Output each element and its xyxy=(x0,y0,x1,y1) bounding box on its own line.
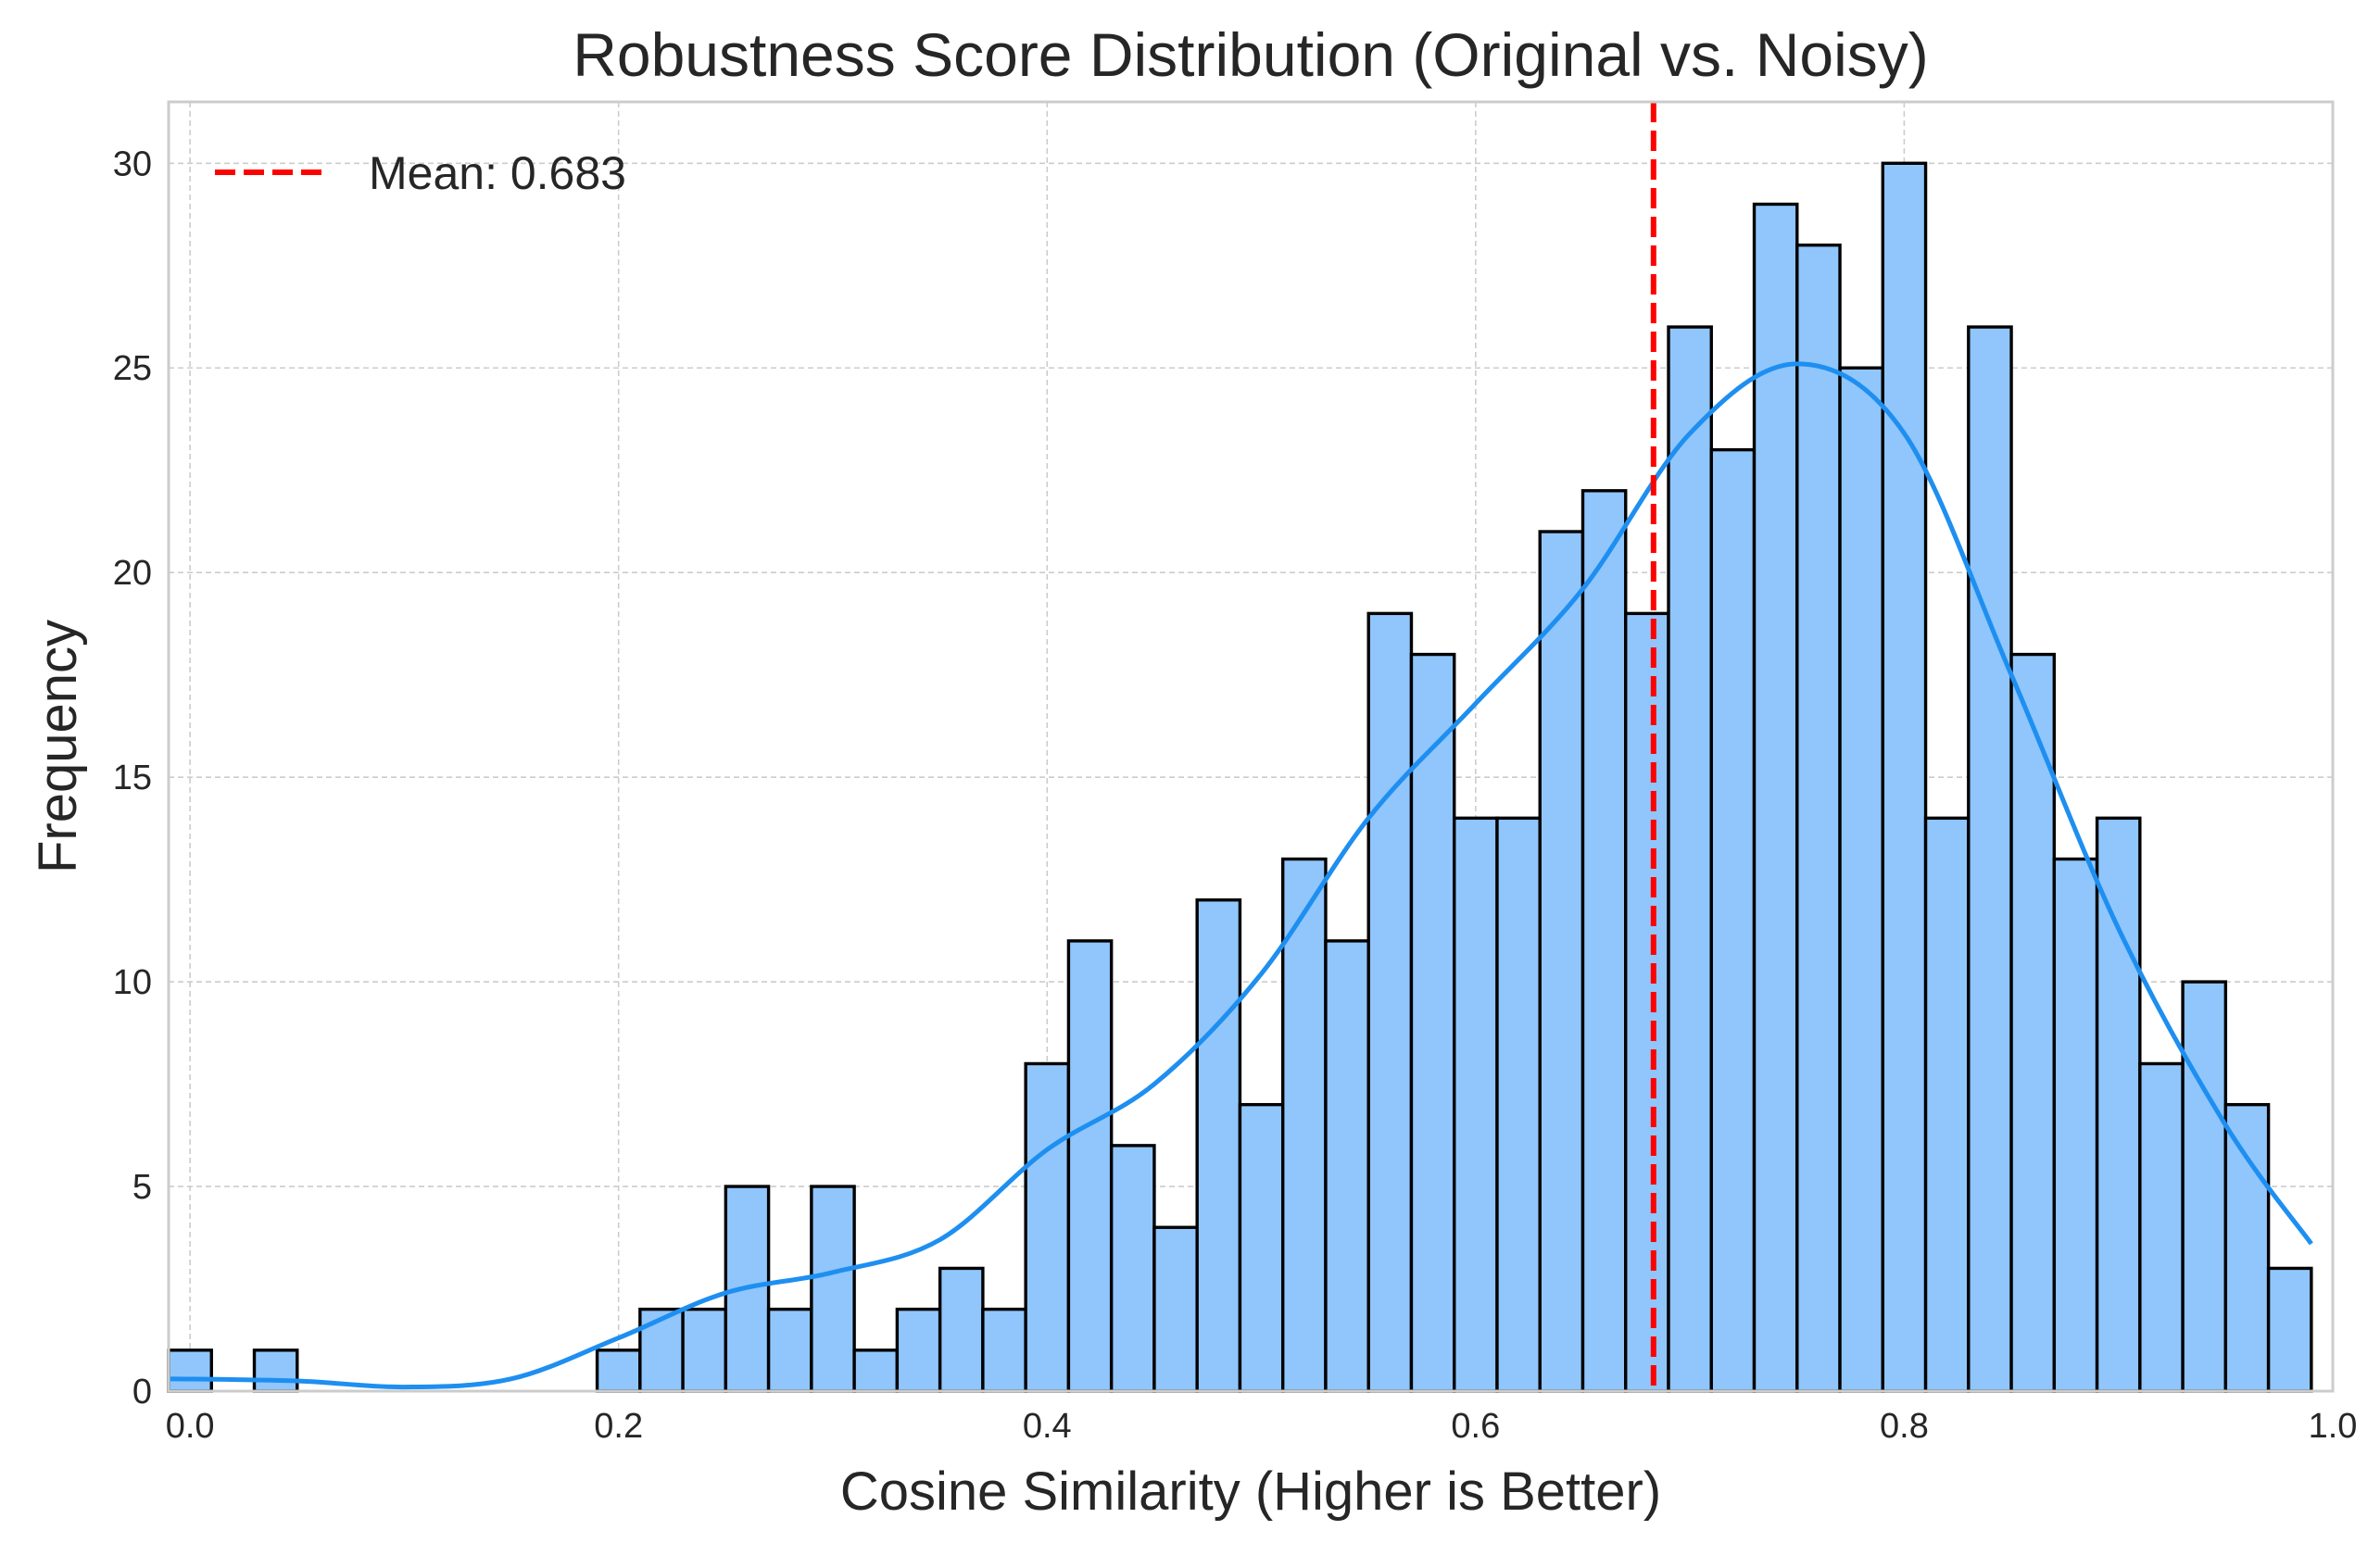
y-tick-label: 0 xyxy=(132,1373,152,1411)
histogram-bar xyxy=(1195,898,1242,1393)
y-tick-label: 25 xyxy=(113,349,152,388)
histogram-bar xyxy=(1923,816,1971,1393)
x-tick-label: 0.0 xyxy=(166,1407,215,1446)
histogram-bar xyxy=(1795,243,1842,1393)
histogram-bar xyxy=(938,1266,985,1393)
histogram-bar xyxy=(1838,366,1884,1393)
histogram-bar xyxy=(1152,1225,1199,1393)
y-axis-label: Frequency xyxy=(28,620,88,873)
histogram-bar xyxy=(1538,530,1585,1393)
y-tick-label: 10 xyxy=(113,963,152,1002)
histogram-bar xyxy=(1324,939,1370,1393)
y-tick-label: 20 xyxy=(113,554,152,593)
histogram-bar xyxy=(1453,816,1499,1393)
histogram-bar xyxy=(167,1349,213,1393)
y-tick-labels: 0 5 10 15 20 25 30 xyxy=(113,144,152,1411)
legend: Mean: 0.683 xyxy=(215,147,626,199)
histogram-bar xyxy=(1752,202,1799,1393)
histogram-bar xyxy=(1967,325,2013,1393)
x-tick-label: 0.6 xyxy=(1451,1407,1500,1446)
bars-layer xyxy=(167,161,2313,1393)
chart-title: Robustness Score Distribution (Original … xyxy=(573,20,1929,89)
x-tick-label: 0.8 xyxy=(1880,1407,1929,1446)
histogram-bar xyxy=(2266,1266,2313,1393)
histogram-bar xyxy=(895,1307,942,1393)
kde-layer xyxy=(168,361,2313,1390)
histogram-bar xyxy=(595,1349,642,1393)
histogram-bar xyxy=(852,1349,900,1393)
histogram-bar xyxy=(2181,980,2228,1393)
histogram-bar xyxy=(1238,1102,1285,1393)
y-tick-label: 30 xyxy=(113,144,152,183)
histogram-bar xyxy=(1066,939,1114,1393)
y-tick-label: 5 xyxy=(132,1168,152,1207)
histogram-bar xyxy=(1667,325,1713,1393)
x-tick-label: 0.2 xyxy=(594,1407,643,1446)
histogram-bar xyxy=(681,1307,728,1393)
histogram-bar xyxy=(1624,611,1670,1393)
x-tick-labels: 0.0 0.2 0.4 0.6 0.8 1.0 xyxy=(166,1407,2358,1446)
kde-curve xyxy=(168,361,2313,1390)
histogram-bar xyxy=(2009,652,2057,1393)
histogram-bar xyxy=(2138,1061,2185,1393)
histogram-bar xyxy=(1580,489,1628,1393)
plot-frame xyxy=(167,100,2335,1393)
histogram-bar xyxy=(1280,857,1328,1393)
histogram-bar xyxy=(1495,816,1542,1393)
x-tick-label: 0.4 xyxy=(1023,1407,1072,1446)
histogram-bar xyxy=(2052,857,2099,1393)
histogram-bar xyxy=(766,1307,813,1393)
y-tick-label: 15 xyxy=(113,759,152,797)
x-axis-label: Cosine Similarity (Higher is Better) xyxy=(840,1461,1661,1522)
histogram-bar xyxy=(252,1349,299,1393)
histogram-bar xyxy=(2223,1102,2271,1393)
histogram-bar xyxy=(981,1307,1027,1393)
x-tick-label: 1.0 xyxy=(2309,1407,2358,1446)
histogram-bar xyxy=(1881,161,1928,1393)
histogram-bar xyxy=(1024,1061,1071,1393)
histogram-bar xyxy=(810,1185,856,1393)
histogram-bar xyxy=(1109,1144,1156,1393)
histogram-bar xyxy=(1709,447,1757,1393)
histogram-bar xyxy=(2095,816,2142,1393)
legend-mean-label: Mean: 0.683 xyxy=(369,147,626,199)
histogram-bar xyxy=(1366,611,1414,1393)
